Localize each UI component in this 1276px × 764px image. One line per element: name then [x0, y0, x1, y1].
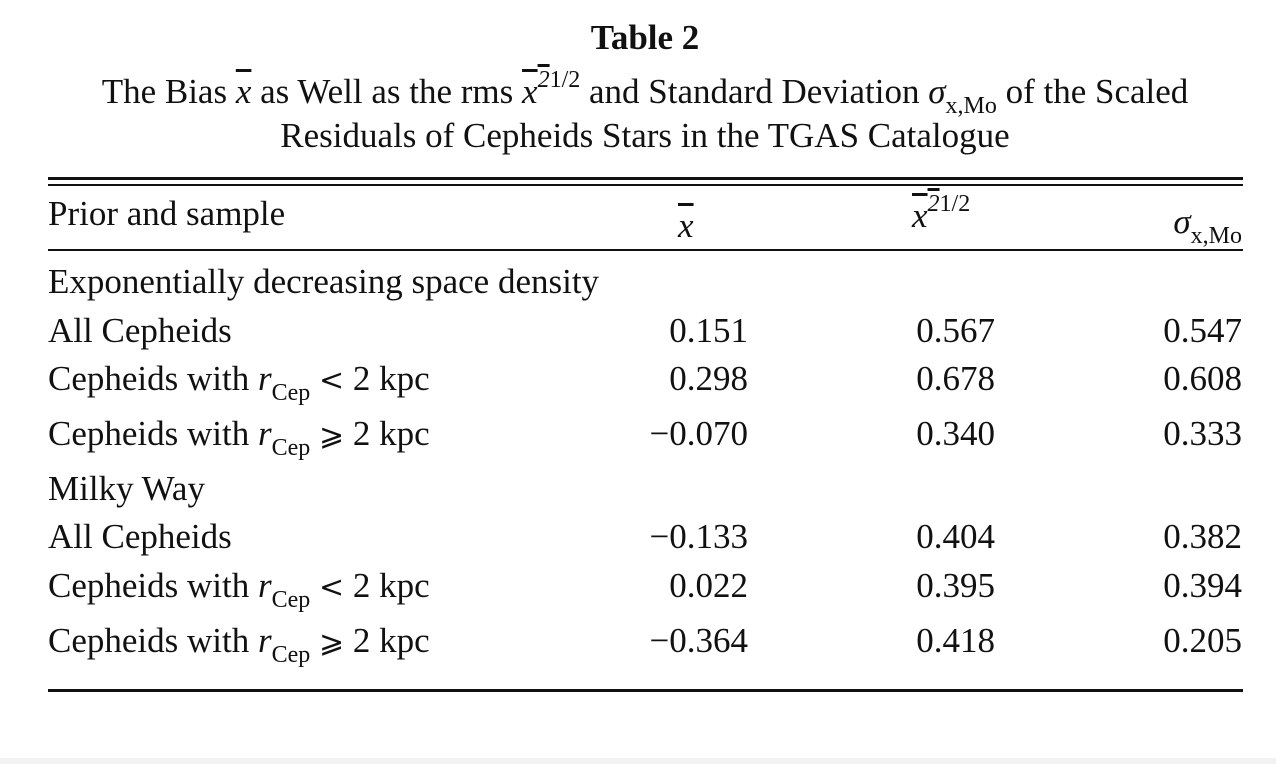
cell-xbar: −0.070 — [649, 414, 749, 453]
cell-xbar: 0.298 — [669, 359, 748, 398]
header-rms-base: x — [912, 196, 928, 235]
top-rule — [48, 177, 1243, 180]
caption-sigma-subscript: x,Mo — [945, 93, 997, 119]
row-label-text: Cepheids with — [48, 359, 258, 398]
caption-text: and Standard Deviation — [580, 72, 929, 111]
header-rule — [48, 249, 1243, 251]
row-relation: < — [319, 570, 345, 605]
header-sigma: σx,Mo — [1173, 202, 1242, 249]
row-label-text: All Cepheids — [48, 311, 232, 350]
caption-text: The Bias — [101, 72, 236, 111]
top-rule-second — [48, 184, 1243, 186]
caption-xbar-symbol: x — [235, 72, 252, 111]
row-label: Cepheids with rCep < 2 kpc — [48, 359, 430, 406]
row-label: All Cepheids — [48, 311, 232, 351]
cell-rms: 0.567 — [916, 311, 995, 350]
row-r-subscript: Cep — [271, 587, 311, 613]
cell-rms: 0.404 — [916, 517, 995, 556]
header-sigma-subscript: x,Mo — [1190, 223, 1242, 249]
row-r-symbol: r — [257, 621, 272, 660]
row-threshold: 2 kpc — [344, 621, 430, 660]
caption-rms-symbol: x2 — [522, 67, 550, 111]
row-threshold: 2 kpc — [344, 414, 430, 453]
header-prior-and-sample: Prior and sample — [48, 194, 286, 233]
row-threshold: 2 kpc — [344, 566, 430, 605]
row-label-text: Cepheids with — [48, 621, 258, 660]
row-relation: ⩾ — [319, 625, 345, 660]
caption-text: as Well as the rms — [251, 72, 523, 111]
row-r-symbol: r — [257, 566, 272, 605]
caption-sigma-symbol: σ — [928, 72, 946, 111]
row-label: Cepheids with rCep ⩾ 2 kpc — [48, 621, 430, 668]
header-xbar: x — [678, 206, 694, 245]
cell-sigma: 0.547 — [1163, 311, 1242, 350]
cell-xbar: 0.151 — [669, 311, 748, 350]
cell-rms: 0.395 — [916, 566, 995, 605]
row-r-subscript: Cep — [271, 642, 311, 668]
bottom-rule — [48, 689, 1243, 692]
row-label: Cepheids with rCep < 2 kpc — [48, 566, 430, 613]
header-sigma-symbol: σ — [1173, 202, 1191, 241]
cell-xbar: −0.364 — [649, 621, 749, 660]
row-label-text: Cepheids with — [48, 566, 258, 605]
row-r-subscript: Cep — [271, 380, 311, 406]
caption-text: of the Scaled — [996, 72, 1189, 111]
caption-line-2: Residuals of Cepheids Stars in the TGAS … — [280, 116, 1010, 155]
group-title: Milky Way — [48, 469, 205, 508]
cell-sigma: 0.382 — [1163, 517, 1242, 556]
cell-rms: 0.340 — [916, 414, 995, 453]
cell-sigma: 0.394 — [1163, 566, 1242, 605]
caption-line-1: The Bias x as Well as the rms x21/2 and … — [40, 67, 1250, 119]
row-relation: < — [319, 363, 345, 398]
cell-sigma: 0.333 — [1163, 414, 1242, 453]
cell-xbar: −0.133 — [649, 517, 749, 556]
row-label-text: Cepheids with — [48, 414, 258, 453]
cell-xbar: 0.022 — [669, 566, 748, 605]
header-rms-overline: x2 — [912, 191, 940, 235]
row-label: Cepheids with rCep ⩾ 2 kpc — [48, 414, 430, 461]
row-label-text: All Cepheids — [48, 517, 232, 556]
group-title: Exponentially decreasing space density — [48, 262, 600, 301]
cell-sigma: 0.205 — [1163, 621, 1242, 660]
header-rms-exponent: 1/2 — [939, 191, 971, 217]
cell-rms: 0.418 — [916, 621, 995, 660]
cell-rms: 0.678 — [916, 359, 995, 398]
header-rms-square: 2 — [927, 191, 940, 217]
row-threshold: 2 kpc — [344, 359, 430, 398]
row-r-symbol: r — [257, 359, 272, 398]
header-rms: x21/2 — [912, 191, 970, 240]
row-r-subscript: Cep — [271, 435, 311, 461]
caption-rms-base: x — [522, 72, 538, 111]
row-r-symbol: r — [257, 414, 272, 453]
table-title: Table 2 — [590, 18, 700, 57]
caption-rms-square: 2 — [537, 67, 550, 93]
row-relation: ⩾ — [319, 418, 345, 453]
row-label: All Cepheids — [48, 517, 232, 557]
cell-sigma: 0.608 — [1163, 359, 1242, 398]
caption-rms-exponent: 1/2 — [549, 67, 581, 93]
page-edge — [0, 758, 1276, 764]
